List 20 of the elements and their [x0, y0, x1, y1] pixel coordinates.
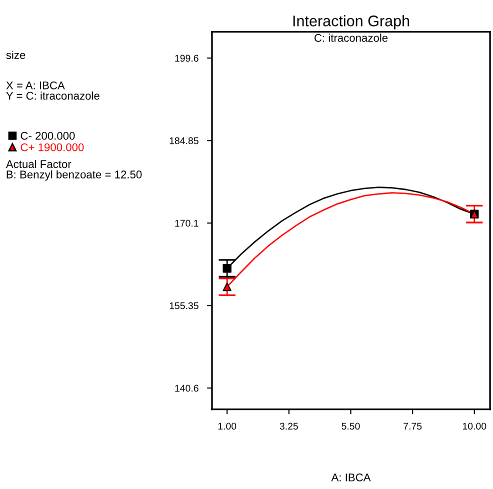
y-tick-label: 155.35: [170, 302, 198, 310]
x-tick-label: 10.00: [462, 422, 486, 430]
chart-subtitle: C: itraconazole: [314, 34, 388, 42]
y-tick-label: 140.6: [175, 384, 198, 392]
legend-label: C+ 1900.000: [20, 143, 84, 152]
legend-label: C- 200.000: [20, 132, 75, 140]
x-tick-label: 7.75: [404, 422, 422, 430]
text: X = A: IBCA Y = C: itraconazole: [6, 81, 100, 100]
point: [222, 282, 232, 292]
x-tick-label: 3.25: [280, 422, 298, 430]
y-tick-label: 170.1: [175, 220, 198, 227]
y-tick-label: 199.6: [175, 54, 198, 62]
x-axis-title: A: IBCA: [331, 474, 371, 482]
chart-title: Interaction Graph: [293, 15, 410, 30]
x-tick-label: 5.50: [342, 422, 360, 430]
text: Actual Factor B: Benzyl benzoate = 12.50: [6, 160, 142, 181]
point: [222, 264, 232, 273]
y-tick-label: 184.85: [170, 137, 198, 144]
text: size: [6, 50, 26, 60]
x-tick-label: 1.00: [218, 422, 236, 430]
